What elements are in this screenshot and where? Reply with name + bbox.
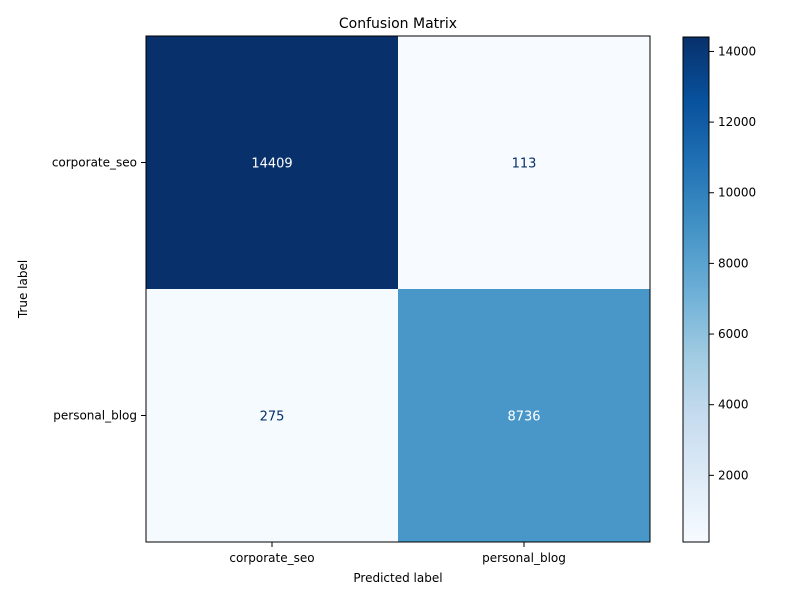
cell-value-label: 8736 [507,410,540,425]
y-tick-label: corporate_seo [52,156,137,170]
chart-title: Confusion Matrix [339,16,457,32]
colorbar-tick-label: 2000 [718,468,749,482]
plot-frame [145,35,651,543]
cell-value-label: 275 [260,410,285,425]
y-axis-label: True label [16,260,30,319]
heatmap-cell [146,289,398,542]
colorbar-tick-label: 10000 [718,186,756,200]
y-tick-label: personal_blog [53,409,137,423]
colorbar-tick-label: 4000 [718,398,749,412]
colorbar-ticks: 2000 4000 6000 8000 10000 12000 14000 [709,44,756,482]
cell-value-label: 14409 [251,157,292,172]
y-axis-ticks: corporate_seo personal_blog [52,156,146,423]
colorbar [682,36,710,543]
colorbar-tick-label: 12000 [718,115,756,129]
x-tick-label: corporate_seo [229,551,314,565]
colorbar-tick-label: 8000 [718,256,749,270]
cell-value-label: 113 [512,157,537,172]
colorbar-tick-label: 14000 [718,44,756,58]
x-axis-label: Predicted label [353,571,442,585]
heatmap-cell [398,289,650,542]
x-axis-ticks: corporate_seo personal_blog [229,542,566,565]
heatmap-cell [146,36,398,289]
heatmap-cells [146,36,650,542]
x-tick-label: personal_blog [482,551,566,565]
colorbar-tick-label: 6000 [718,327,749,341]
heatmap-cell-labels: 14409 113 275 8736 [251,157,540,425]
heatmap-cell [398,36,650,289]
